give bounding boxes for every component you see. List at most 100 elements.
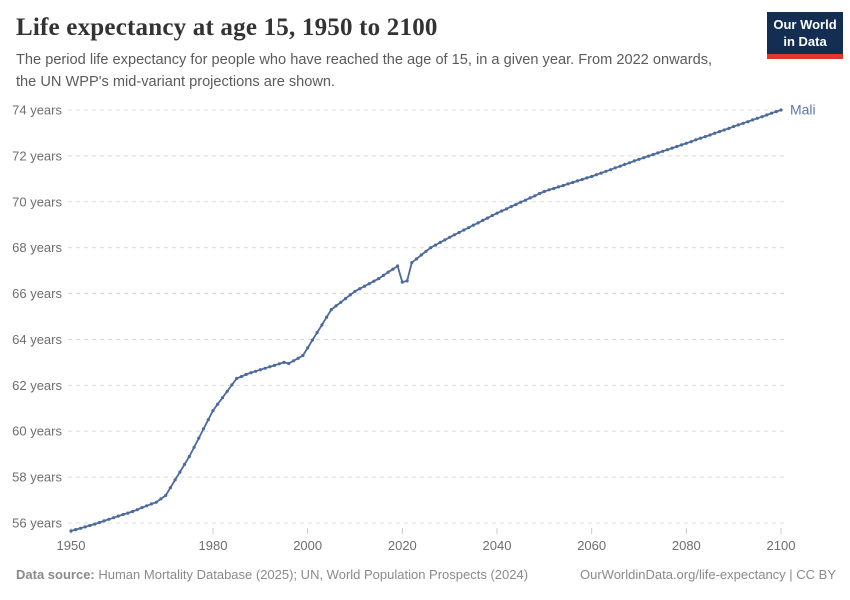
data-point [386, 270, 390, 274]
y-tick-label: 66 years [12, 286, 62, 301]
data-point [306, 346, 310, 350]
data-point [83, 525, 87, 529]
data-point [301, 353, 305, 358]
data-point [296, 356, 300, 360]
data-point [173, 478, 177, 482]
data-point [452, 233, 456, 237]
series-line[interactable] [70, 109, 782, 532]
data-point [334, 304, 338, 308]
footer: Data source: Human Mortality Database (2… [16, 567, 836, 582]
chart-svg[interactable]: 56 years 58 years 60 years 62 years 64 years… [0, 95, 850, 565]
data-point [291, 359, 296, 363]
data-point [216, 402, 220, 406]
x-tick-label: 2060 [577, 538, 606, 553]
data-point [779, 108, 783, 112]
data-point [618, 164, 622, 168]
data-point [632, 159, 636, 163]
data-point [561, 183, 565, 188]
page-title: Life expectancy at age 15, 1950 to 2100 [16, 14, 438, 41]
y-tick-label: 70 years [12, 194, 62, 209]
x-tick-label: 2040 [483, 538, 512, 553]
data-point [575, 179, 580, 183]
data-point [717, 130, 722, 134]
data-point [140, 506, 144, 510]
data-point [183, 462, 187, 466]
data-point [585, 176, 589, 180]
data-point [438, 240, 442, 244]
data-point [552, 186, 556, 191]
data-point [211, 409, 215, 413]
data-point [670, 146, 674, 150]
data-point [571, 180, 575, 185]
series-end-label[interactable]: Mali [790, 102, 816, 118]
data-point [467, 226, 471, 230]
data-point [424, 249, 428, 253]
data-point [765, 113, 769, 117]
data-point [504, 207, 509, 211]
data-point [542, 189, 546, 194]
data-point [192, 445, 196, 449]
data-point [533, 194, 537, 198]
data-point [580, 177, 584, 182]
data-point [112, 516, 116, 520]
data-point [130, 509, 135, 514]
data-point [755, 116, 759, 120]
data-point [263, 366, 267, 370]
data-source-label: Data source: [16, 567, 95, 582]
data-point [613, 166, 617, 170]
data-source: Data source: Human Mortality Database (2… [16, 567, 528, 582]
data-point [97, 520, 101, 525]
data-point [727, 126, 731, 130]
data-point [282, 360, 286, 364]
data-point [410, 261, 414, 265]
data-point [254, 369, 258, 373]
data-point [225, 389, 229, 393]
data-point [358, 287, 362, 291]
data-point [509, 205, 513, 209]
data-point [722, 128, 726, 132]
data-point [74, 528, 78, 532]
data-point [566, 182, 570, 186]
data-point [93, 522, 97, 526]
data-point [320, 323, 324, 327]
x-tick-label: 1980 [199, 538, 228, 553]
data-point [168, 486, 172, 490]
data-point [391, 267, 395, 271]
data-point [377, 277, 381, 281]
data-point [485, 216, 490, 220]
data-point [102, 519, 106, 523]
data-point [405, 279, 409, 283]
data-point [272, 363, 277, 367]
y-tick-label: 60 years [12, 424, 62, 439]
data-point [694, 138, 698, 142]
data-point [178, 470, 182, 474]
owid-logo[interactable]: Our World in Data [767, 12, 843, 60]
footer-link[interactable]: OurWorldinData.org/life-expectancy | CC … [579, 567, 836, 582]
data-point [433, 243, 438, 247]
data-point [258, 368, 262, 372]
data-point [126, 511, 130, 515]
data-point [187, 454, 191, 459]
data-point [239, 375, 243, 379]
data-point [495, 211, 499, 215]
data-point [116, 514, 120, 518]
data-point [590, 174, 594, 179]
data-point [665, 148, 670, 152]
data-point [623, 162, 627, 166]
data-point [249, 371, 253, 375]
data-point [362, 284, 367, 288]
data-point [88, 523, 92, 528]
data-point [396, 264, 400, 268]
data-point [343, 297, 348, 301]
data-point [609, 168, 613, 172]
y-tick-label: 64 years [12, 332, 62, 347]
data-point [519, 200, 523, 204]
data-point [528, 196, 532, 200]
data-point [703, 135, 707, 139]
data-point [135, 508, 139, 512]
data-point [471, 223, 475, 227]
data-point [277, 362, 281, 366]
data-point [448, 235, 452, 239]
data-point [443, 238, 447, 242]
